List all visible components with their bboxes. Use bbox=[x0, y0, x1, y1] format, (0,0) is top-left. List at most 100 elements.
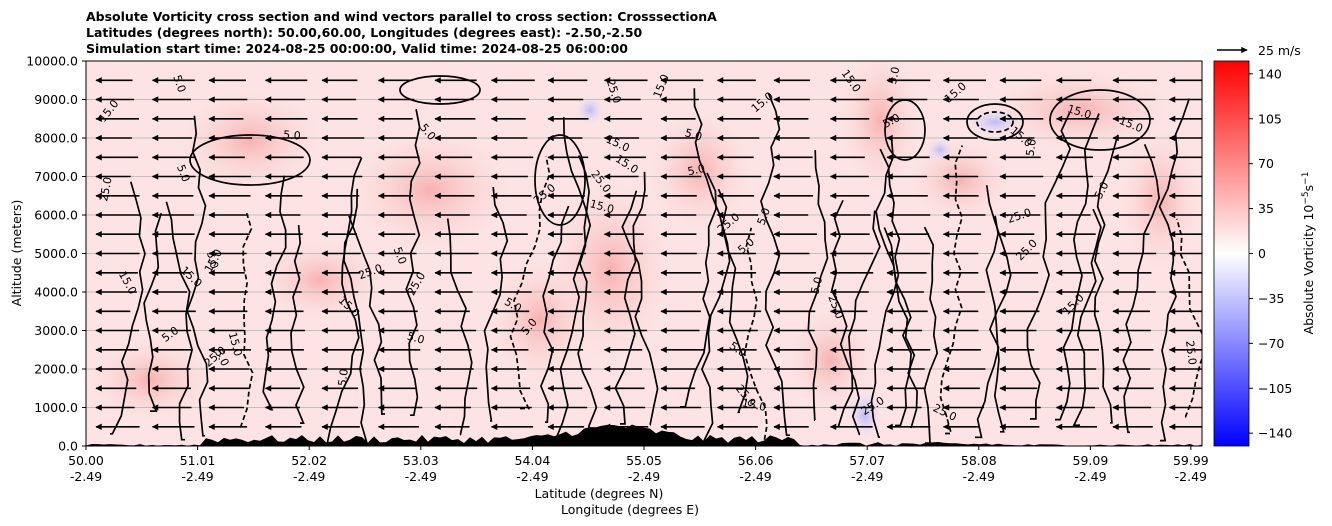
contour-line bbox=[807, 150, 829, 421]
x-tick-label-lon: -2.49 bbox=[516, 469, 548, 484]
y-tick-label: 8000.0 bbox=[34, 131, 78, 146]
contour-line bbox=[743, 227, 768, 445]
x-tick-label-lon: -2.49 bbox=[293, 469, 325, 484]
vorticity-blob bbox=[990, 70, 1170, 150]
contour-label: 25.0 bbox=[1183, 340, 1199, 366]
vorticity-blob bbox=[650, 110, 750, 230]
vorticity-blob bbox=[260, 240, 380, 320]
contour-label: 5.0 bbox=[755, 206, 773, 227]
y-tick-label: 9000.0 bbox=[34, 92, 78, 107]
contour-line bbox=[1026, 112, 1072, 420]
contour-line bbox=[693, 88, 749, 414]
contour-line bbox=[1158, 98, 1191, 442]
contour-loop bbox=[1049, 89, 1151, 151]
x-tick-label-lat: 50.00 bbox=[68, 453, 104, 468]
colorbar-label-mid: s bbox=[1301, 185, 1316, 192]
contour-line bbox=[870, 148, 901, 438]
colorbar-tick-label: 105 bbox=[1258, 111, 1282, 126]
colorbar-tick-label: −70 bbox=[1258, 336, 1284, 351]
colorbar-tick-label: 35 bbox=[1258, 201, 1274, 216]
contour-line bbox=[165, 201, 209, 437]
contour-line bbox=[577, 155, 598, 445]
colorbar-tick-label: 140 bbox=[1258, 66, 1282, 81]
vorticity-blob bbox=[350, 130, 510, 250]
contour-line bbox=[621, 190, 659, 426]
x-tick-label-lon: -2.49 bbox=[70, 469, 102, 484]
contour-label: 5.0 bbox=[406, 329, 426, 346]
colorbar-tick-label: 0 bbox=[1258, 246, 1266, 261]
colorbar-tick-label: −105 bbox=[1258, 381, 1292, 396]
colorbar-ticks: 140 105 70 35 0 −35 −70 −105 −140 bbox=[1249, 66, 1292, 441]
quiver-key: 25 m/s bbox=[1217, 43, 1301, 58]
contour-line bbox=[985, 215, 1005, 433]
terrain-silhouette bbox=[86, 424, 1202, 446]
vorticity-blob bbox=[180, 90, 320, 190]
wind-vectors bbox=[95, 77, 1202, 430]
x-tick-label-lon: -2.49 bbox=[1175, 469, 1207, 484]
x-axis-label-line-2: Longitude (degrees E) bbox=[561, 502, 699, 517]
x-tick-label-lat: 57.07 bbox=[849, 453, 885, 468]
x-tick-label-lat: 58.08 bbox=[961, 453, 997, 468]
colorbar-label-base: Absolute Vorticity 10 bbox=[1301, 205, 1316, 335]
colorbar: 140 105 70 35 0 −35 −70 −105 −140 Absolute Vorti… bbox=[1213, 60, 1316, 447]
contour-line bbox=[614, 171, 646, 425]
contour-line bbox=[1072, 208, 1102, 427]
contour-loop bbox=[189, 134, 311, 186]
x-tick-label-lat: 56.06 bbox=[738, 453, 774, 468]
colorbar-label-sup2: −1 bbox=[1301, 172, 1311, 185]
contour-line bbox=[290, 225, 305, 424]
y-tick-label: 10000.0 bbox=[26, 54, 78, 69]
contour-label: 5.0 bbox=[170, 73, 188, 94]
contour-loop bbox=[534, 134, 586, 226]
chart-title-line-1: Absolute Vorticity cross section and win… bbox=[86, 9, 717, 24]
contour-line bbox=[1122, 143, 1160, 434]
x-tick-label-lat: 59.99 bbox=[1173, 453, 1209, 468]
contour-label: 15.0 bbox=[588, 197, 615, 216]
x-tick-label-lon: -2.49 bbox=[739, 469, 771, 484]
chart-title-line-3: Simulation start time: 2024-08-25 00:00:… bbox=[86, 41, 628, 56]
contour-label: 15.0 bbox=[741, 396, 768, 414]
contour-line bbox=[143, 212, 163, 412]
contour-loop-negative bbox=[976, 111, 1014, 133]
contour-label: 5.0 bbox=[204, 250, 221, 270]
contour-label: 5.0 bbox=[1024, 138, 1039, 157]
colorbar-tick-label: −140 bbox=[1258, 426, 1292, 441]
x-tick-label-lat: 53.03 bbox=[403, 453, 439, 468]
contour-label: 5.0 bbox=[686, 162, 706, 178]
y-tick-label: 2000.0 bbox=[34, 362, 78, 377]
quiver-key-label: 25 m/s bbox=[1258, 43, 1301, 58]
contour-label: 5.0 bbox=[283, 128, 302, 142]
vorticity-blob bbox=[926, 138, 954, 162]
x-tick-label-lon: -2.49 bbox=[405, 469, 437, 484]
y-axis-label: Altitude (meters) bbox=[9, 200, 24, 307]
y-tick-label: 4000.0 bbox=[34, 285, 78, 300]
vorticity-blob bbox=[965, 108, 1025, 136]
x-tick-label-lat: 51.01 bbox=[180, 453, 216, 468]
colorbar-tick-label: 70 bbox=[1258, 156, 1274, 171]
contour-line bbox=[939, 145, 963, 435]
contour-label: 5.0 bbox=[336, 368, 351, 387]
contour-label: 5.0 bbox=[174, 163, 193, 184]
y-tick-label: 6000.0 bbox=[34, 208, 78, 223]
chart-title-line-2: Latitudes (degrees north): 50.00,60.00, … bbox=[86, 25, 643, 40]
colorbar-tick-label: −35 bbox=[1258, 291, 1284, 306]
vorticity-blob bbox=[90, 340, 210, 420]
colorbar-gradient bbox=[1213, 60, 1250, 447]
contour-line bbox=[553, 117, 592, 442]
contour-line bbox=[446, 218, 473, 436]
x-tick-label-lat: 59.09 bbox=[1073, 453, 1109, 468]
x-tick-label-lat: 55.05 bbox=[626, 453, 662, 468]
colorbar-label: Absolute Vorticity 10−5s−1 bbox=[1301, 172, 1316, 335]
contour-loop bbox=[966, 103, 1024, 141]
contour-line bbox=[837, 210, 881, 428]
y-tick-label: 7000.0 bbox=[34, 169, 78, 184]
x-tick-label-lat: 54.04 bbox=[515, 453, 551, 468]
contour-label: 5.0 bbox=[391, 245, 409, 266]
vorticity-blob bbox=[575, 95, 605, 125]
contour-line bbox=[405, 109, 421, 417]
contour-label: 5.0 bbox=[808, 275, 825, 295]
y-tick-label: 5000.0 bbox=[34, 246, 78, 261]
contour-line bbox=[1055, 113, 1100, 421]
